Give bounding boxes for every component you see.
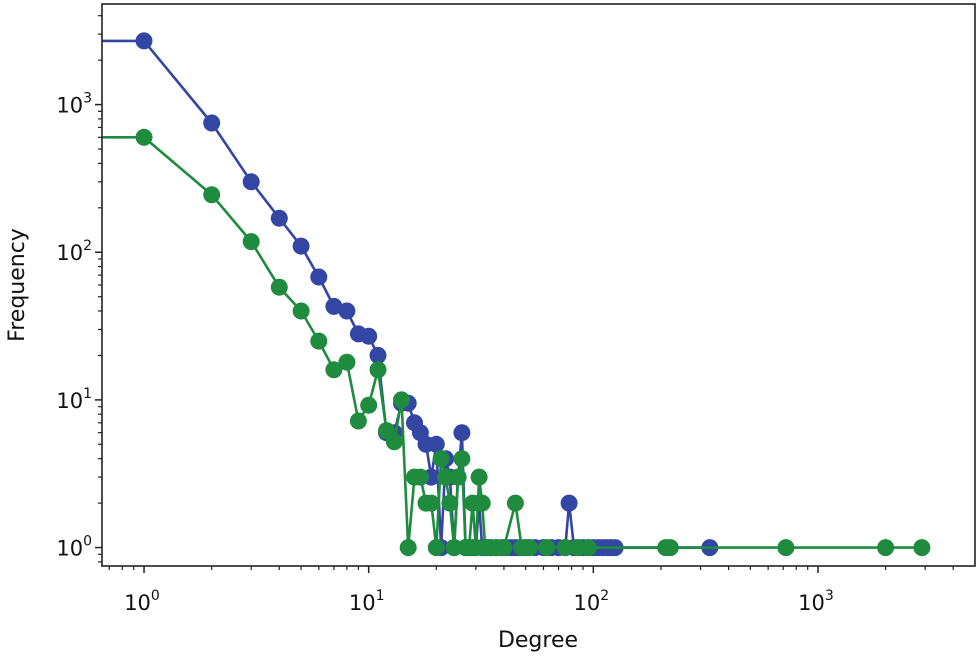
series-1-point xyxy=(495,539,513,557)
x-tick-label: 100 xyxy=(124,588,160,615)
series-1-point xyxy=(310,332,328,350)
series-1-point xyxy=(422,494,440,512)
series-1-point xyxy=(369,361,387,379)
series-1-point xyxy=(437,468,455,486)
series-0-point xyxy=(270,209,288,227)
x-tick-label: 103 xyxy=(798,588,834,615)
series-1-point xyxy=(292,302,310,320)
series-1-line xyxy=(102,136,922,549)
series-1-point xyxy=(393,391,410,409)
series-1-point xyxy=(135,128,153,146)
x-tick-label: 102 xyxy=(573,588,609,615)
series-1-point xyxy=(338,353,356,371)
series-1-point xyxy=(579,539,597,557)
series-1-point xyxy=(470,468,488,486)
series-0-point xyxy=(135,32,153,50)
series-0-point xyxy=(369,346,387,364)
y-tick-label: 100 xyxy=(56,534,92,561)
series-0-point xyxy=(560,494,578,512)
series-1-point xyxy=(411,468,429,486)
y-tick-label: 101 xyxy=(56,386,92,413)
x-tick-label: 101 xyxy=(349,588,385,615)
y-tick-label: 102 xyxy=(56,238,92,265)
series-1-point xyxy=(538,539,556,557)
series-0-point xyxy=(203,114,221,132)
series-layer xyxy=(102,32,931,557)
series-0-point xyxy=(360,327,378,345)
ticks-layer: 100 101 102 103 100 101 102 103 xyxy=(56,15,954,615)
series-1-point xyxy=(661,539,679,557)
series-0-point xyxy=(325,297,343,315)
series-1-point xyxy=(877,539,895,557)
series-1-point xyxy=(521,539,538,557)
series-1-point xyxy=(325,361,343,379)
series-1-point xyxy=(556,539,574,557)
series-1-point xyxy=(777,539,795,557)
series-1-point xyxy=(427,539,445,557)
series-0-point xyxy=(338,302,356,320)
series-1-point xyxy=(441,494,459,512)
series-1 xyxy=(102,128,931,557)
series-1-point xyxy=(453,450,471,468)
series-0-point xyxy=(242,173,260,191)
y-tick-label: 103 xyxy=(56,91,92,118)
x-axis-title: Degree xyxy=(498,628,578,653)
series-1-point xyxy=(506,494,524,512)
series-1-point xyxy=(913,539,931,557)
series-1-point xyxy=(473,494,491,512)
series-1-point xyxy=(449,468,467,486)
series-1-point xyxy=(203,186,221,204)
series-0-point xyxy=(310,268,328,286)
series-1-point xyxy=(349,412,367,430)
series-1-point xyxy=(399,539,417,557)
plot-frame xyxy=(101,3,976,567)
series-1-point xyxy=(360,396,378,414)
series-0-point xyxy=(453,424,471,442)
series-1-point xyxy=(385,433,403,451)
series-1-point xyxy=(270,278,288,296)
series-1-point xyxy=(242,233,260,251)
series-0-point xyxy=(292,237,310,255)
y-axis-title: Frequency xyxy=(5,228,30,342)
series-0-point xyxy=(427,435,445,453)
series-1-point xyxy=(432,450,450,468)
